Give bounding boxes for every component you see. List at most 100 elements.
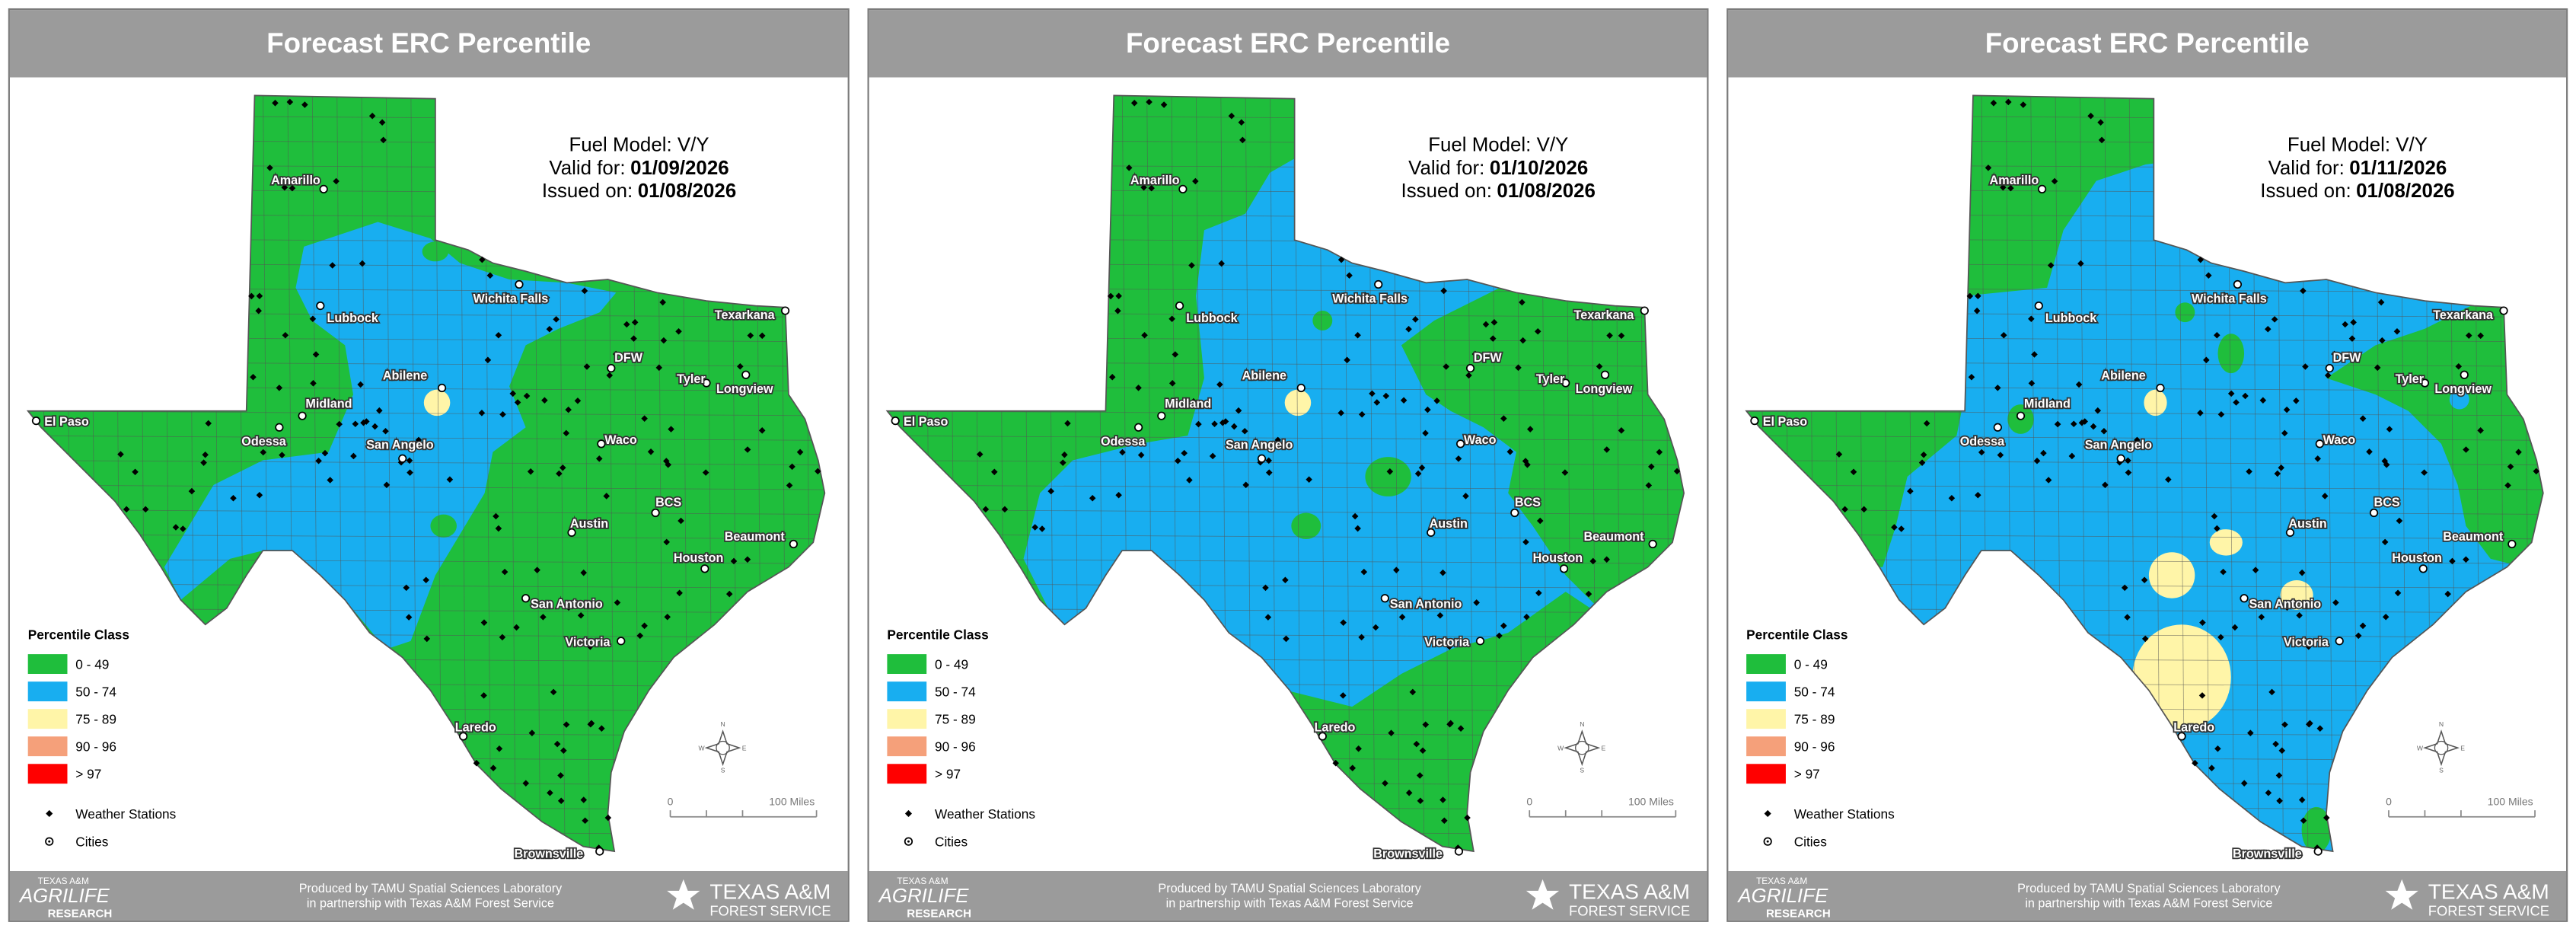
- weather-station: [2197, 256, 2205, 263]
- valid-label: Valid for:: [549, 158, 625, 179]
- weather-station: [480, 692, 487, 699]
- county-line: [27, 484, 825, 490]
- city-label: San Antonio: [2249, 598, 2322, 611]
- issued-date: 01/08/2026: [1497, 180, 1596, 202]
- compass-letter: S: [1580, 766, 1584, 774]
- issued-date: 01/08/2026: [2356, 180, 2455, 202]
- weather-station: [180, 525, 187, 532]
- city-label: San Antonio: [531, 598, 603, 611]
- legend-label: 90 - 96: [1794, 739, 1835, 755]
- city-marker: [2034, 301, 2043, 311]
- city-marker: [2116, 454, 2125, 463]
- legend-swatch: [27, 764, 68, 784]
- weather-station: [623, 321, 630, 328]
- weather-station: [1141, 331, 1148, 339]
- legend-label: 0 - 49: [75, 657, 109, 672]
- city-marker: [789, 539, 799, 549]
- weather-station: [382, 427, 389, 435]
- weather-station: [2221, 291, 2228, 298]
- legend-city-dot: [1766, 840, 1769, 843]
- weather-station: [394, 372, 402, 378]
- weather-station: [2141, 635, 2149, 643]
- footer-bar: [9, 870, 848, 921]
- city-label: Houston: [1533, 551, 1583, 565]
- weather-station: [2214, 525, 2221, 532]
- compass-letter: E: [2460, 744, 2465, 752]
- city-marker: [595, 847, 604, 856]
- city-marker: [1750, 417, 1759, 426]
- weather-station: [255, 307, 262, 314]
- city-label: Beaumont: [1583, 530, 1644, 544]
- city-label: BCS: [655, 496, 681, 509]
- compass-letter: S: [2439, 766, 2444, 774]
- city-label: San Antonio: [1390, 598, 1462, 611]
- weather-station: [2374, 364, 2381, 372]
- legend-title: Percentile Class: [1746, 627, 1848, 643]
- percentile-region: [2144, 389, 2167, 417]
- city-label: Abilene: [1242, 369, 1286, 383]
- footer-line2: in partnership with Texas A&M Forest Ser…: [1166, 896, 1414, 910]
- weather-station: [2359, 415, 2367, 422]
- agrilife-main: AGRILIFE: [18, 886, 110, 907]
- city-marker: [275, 423, 284, 432]
- legend-label: 0 - 49: [1794, 657, 1828, 672]
- weather-station: [1218, 260, 1225, 267]
- weather-station: [677, 517, 684, 525]
- city-marker: [1133, 423, 1143, 432]
- city-marker: [1465, 363, 1475, 373]
- weather-station: [1490, 319, 1498, 326]
- weather-station: [603, 493, 611, 500]
- county-line: [1746, 460, 2543, 466]
- weather-station: [2271, 316, 2278, 323]
- fuel-model: Fuel Model: V/Y: [1428, 135, 1568, 156]
- city-marker: [1561, 378, 1570, 388]
- compass-rose: [704, 729, 741, 767]
- footer-line1: Produced by TAMU Spatial Sciences Labora…: [299, 882, 563, 895]
- agrilife-bottom: RESEARCH: [48, 907, 113, 920]
- city-marker: [1640, 306, 1649, 315]
- city-marker: [2016, 411, 2026, 420]
- city-label: Brownsville: [2233, 847, 2302, 861]
- city-label: Texarkana: [715, 308, 776, 322]
- forest-star: [667, 879, 700, 910]
- city-marker: [2177, 732, 2186, 741]
- city-marker: [31, 417, 41, 426]
- city-marker: [2369, 508, 2379, 518]
- city-marker: [1296, 383, 1306, 393]
- city-marker: [398, 454, 407, 463]
- city-marker: [2285, 528, 2295, 538]
- weather-station: [641, 415, 648, 422]
- compass-letter: W: [698, 744, 705, 752]
- city-marker: [2507, 539, 2517, 549]
- legend-cities: Cities: [75, 835, 108, 850]
- weather-station: [333, 177, 340, 185]
- city-label: Victoria: [565, 635, 611, 649]
- legend-cities: Cities: [935, 835, 968, 850]
- weather-station: [2265, 325, 2272, 333]
- city-marker: [1380, 594, 1389, 603]
- scale-start: 0: [2386, 796, 2392, 808]
- weather-station: [1482, 321, 1490, 328]
- county-line: [887, 410, 1685, 417]
- city-marker: [1559, 564, 1569, 573]
- city-marker: [458, 732, 468, 741]
- weather-station: [2515, 448, 2522, 456]
- weather-station: [2075, 381, 2083, 388]
- city-label: Austin: [570, 517, 608, 531]
- city-marker: [1648, 539, 1657, 549]
- weather-station: [142, 506, 149, 513]
- legend-swatch: [1746, 736, 1786, 757]
- percentile-region: [2209, 529, 2243, 556]
- legend-swatch: [887, 654, 927, 675]
- compass-letter: E: [1601, 744, 1605, 752]
- legend-label: 90 - 96: [75, 739, 116, 755]
- city-label: Odessa: [1960, 435, 2005, 448]
- weather-station: [276, 385, 283, 391]
- city-label: Abilene: [2101, 369, 2145, 383]
- weather-station: [660, 337, 668, 344]
- panel: Forecast ERC Percentile Amarillo Lubbock Wi…: [867, 8, 1709, 922]
- city-marker: [2240, 594, 2249, 603]
- weather-station: [2134, 436, 2141, 444]
- city-label: Midland: [2024, 397, 2071, 410]
- issued-date: 01/08/2026: [638, 180, 737, 202]
